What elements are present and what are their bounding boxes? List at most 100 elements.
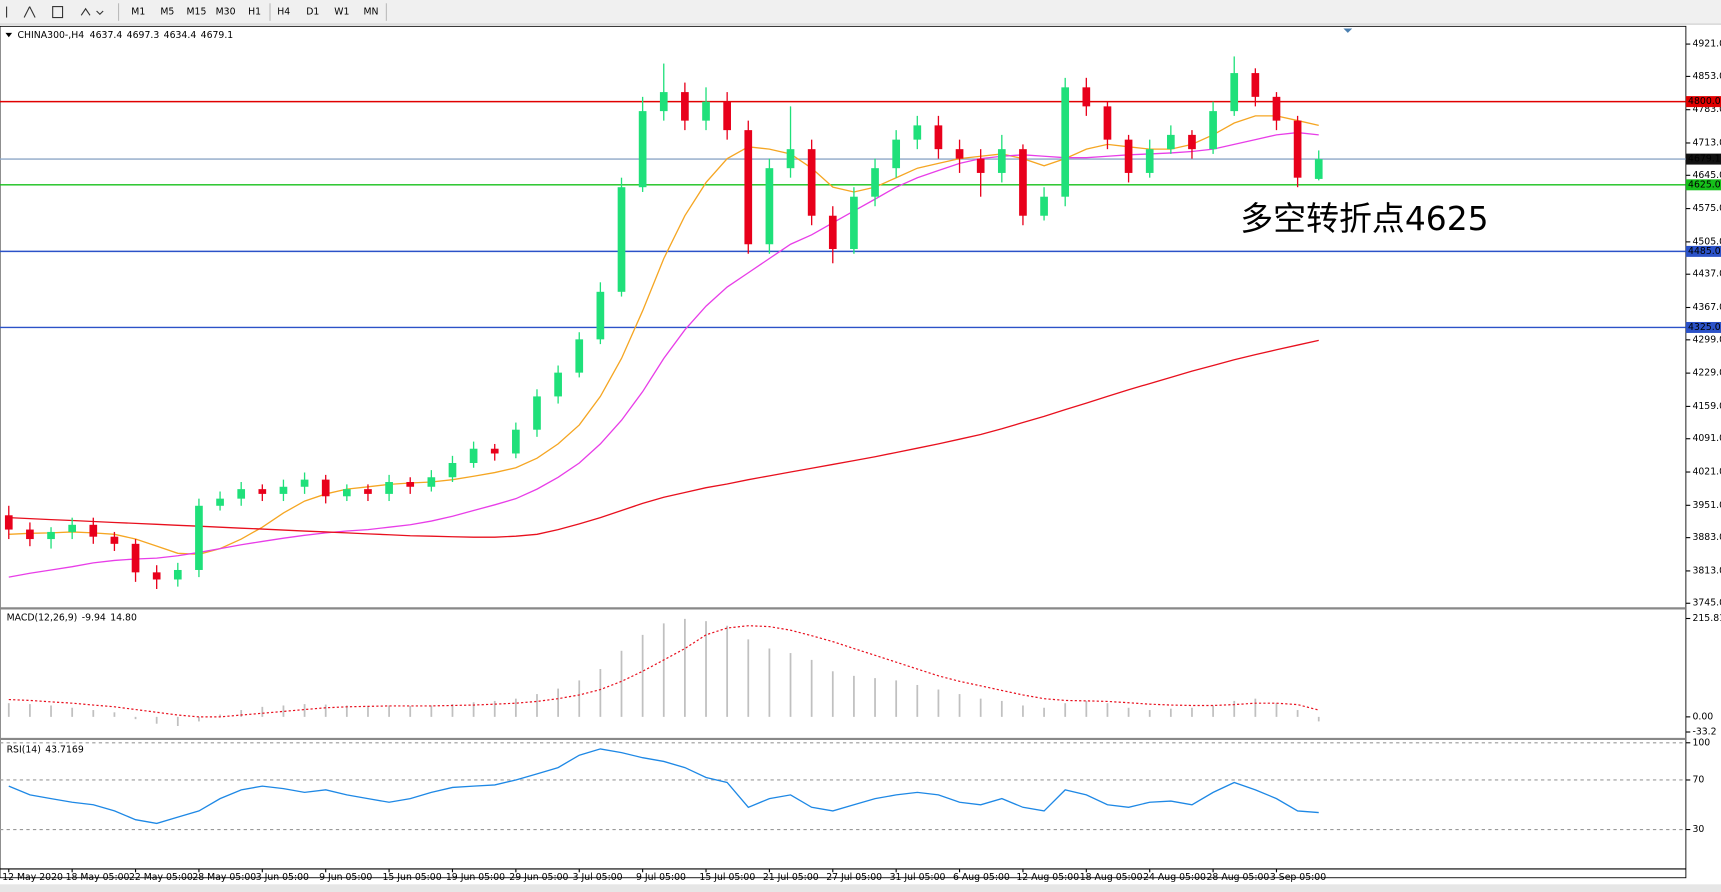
candle-body <box>1188 134 1196 150</box>
y-tick-label: 30 <box>1692 824 1704 835</box>
moving-average <box>8 115 1319 555</box>
x-tick-label: 28 May 05:00 <box>192 872 256 883</box>
y-tick-label: 215.81 <box>1692 613 1721 624</box>
level-label-box <box>1685 96 1721 108</box>
candle-body <box>765 168 774 245</box>
shift-marker <box>1343 28 1353 33</box>
y-tick-label: 3813.0 <box>1692 565 1721 576</box>
level-label: 4625.0 <box>1688 179 1721 190</box>
signal-line <box>8 625 1319 718</box>
candle-body <box>1209 111 1217 150</box>
last-close: 4679.1 <box>201 30 234 41</box>
y-tick-label: 3883.0 <box>1692 532 1721 543</box>
x-tick-label: 15 Jun 05:00 <box>383 872 442 883</box>
candle-body <box>152 572 161 580</box>
candle-body <box>1272 96 1281 121</box>
candle-body <box>575 339 584 373</box>
y-tick-label: 4713.0 <box>1692 137 1721 148</box>
toolbar-icons <box>6 3 120 21</box>
x-tick-label: 9 Jul 05:00 <box>636 872 686 883</box>
candle-body <box>469 448 478 463</box>
candle-body <box>68 524 77 532</box>
x-tick-label: 31 Jul 05:00 <box>890 872 946 883</box>
candle-body <box>828 215 837 250</box>
y-tick-label: 3745.0 <box>1692 598 1721 609</box>
x-tick-label: 3 Jun 05:00 <box>256 872 309 883</box>
candle-body <box>89 524 98 537</box>
candle-body <box>1040 196 1048 216</box>
level-label: 4485.0 <box>1688 246 1721 257</box>
timeframe-button[interactable]: M5 <box>160 7 174 18</box>
scrollbar <box>0 884 1721 892</box>
candle-body <box>385 482 393 494</box>
timeframe-button[interactable]: M30 <box>216 7 236 18</box>
macd-header: MACD(12,26,9) -9.94 14.80 <box>7 612 137 623</box>
x-tick-label: 15 Jul 05:00 <box>699 872 755 883</box>
timeframe-button[interactable]: M1 <box>131 7 145 18</box>
moving-average <box>8 131 1319 578</box>
y-tick-label: 4021.0 <box>1692 467 1721 478</box>
level-label-box <box>1685 245 1721 257</box>
timeframe-button[interactable]: W1 <box>334 7 349 18</box>
y-tick-label: 4091.0 <box>1692 433 1721 444</box>
candle-body <box>1145 149 1154 173</box>
candle-body <box>173 569 182 580</box>
candle-body <box>554 372 562 397</box>
last-low: 4634.4 <box>164 30 197 41</box>
candle-body <box>871 168 879 197</box>
signal-last: 14.80 <box>110 612 137 623</box>
timeframe-button[interactable]: D1 <box>306 7 319 18</box>
candle-body <box>490 448 499 454</box>
menu-arrow <box>5 32 13 38</box>
candle-body <box>681 92 689 121</box>
x-tick-label: 3 Jul 05:00 <box>573 872 623 883</box>
macd-title: MACD(12,26,9) <box>7 612 78 623</box>
candle-body <box>4 515 13 530</box>
candle-body <box>638 111 647 188</box>
candle-body <box>807 149 816 216</box>
timeframe-button[interactable]: MN <box>363 7 378 18</box>
candle-body <box>47 531 55 540</box>
candle-body <box>1124 139 1133 173</box>
candle-body <box>955 149 964 159</box>
timeframe-button[interactable]: H4 <box>277 7 290 18</box>
y-tick-label: 4437.0 <box>1692 269 1721 280</box>
timeframe-button[interactable]: M15 <box>187 7 207 18</box>
x-tick-label: 12 May 2020 <box>2 872 63 883</box>
last-high: 4697.3 <box>127 30 160 41</box>
candle-body <box>342 489 351 497</box>
candle-body <box>258 489 267 494</box>
y-tick-label: 100 <box>1692 737 1710 748</box>
candle-body <box>596 291 605 340</box>
candle-body <box>617 187 626 292</box>
candle-body <box>406 482 415 487</box>
candle-body <box>1019 149 1027 216</box>
y-tick-label: 4921.0 <box>1692 39 1721 50</box>
candle-body <box>1293 120 1302 178</box>
candle-body <box>934 125 943 150</box>
candle-body <box>1251 73 1260 97</box>
x-tick-label: 19 Jun 05:00 <box>446 872 505 883</box>
x-tick-label: 6 Aug 05:00 <box>953 872 1010 883</box>
candle-body <box>364 489 372 494</box>
candle-body <box>512 429 520 454</box>
timeframe-button[interactable]: H1 <box>248 7 261 18</box>
level-label-box <box>1685 153 1721 165</box>
y-tick-label: 0.00 <box>1692 711 1713 722</box>
macd-last: -9.94 <box>82 612 106 623</box>
level-label: 4325.0 <box>1688 322 1721 333</box>
y-tick-label: 4367.0 <box>1692 302 1721 313</box>
candle-body <box>976 158 985 173</box>
y-tick-label: 4575.0 <box>1692 203 1721 214</box>
candle-body <box>997 149 1006 173</box>
x-tick-label: 29 Jun 05:00 <box>509 872 568 883</box>
y-tick-label: 70 <box>1692 774 1704 785</box>
level-label-box <box>1685 179 1721 191</box>
x-tick-label: 18 Aug 05:00 <box>1080 872 1143 883</box>
x-tick-label: 3 Sep 05:00 <box>1270 872 1326 883</box>
candle-body <box>702 101 710 121</box>
y-tick-label: 4159.0 <box>1692 401 1721 412</box>
candle-body <box>237 489 246 499</box>
rsi-title: RSI(14) <box>7 744 41 755</box>
x-tick-label: 28 Aug 05:00 <box>1207 872 1270 883</box>
